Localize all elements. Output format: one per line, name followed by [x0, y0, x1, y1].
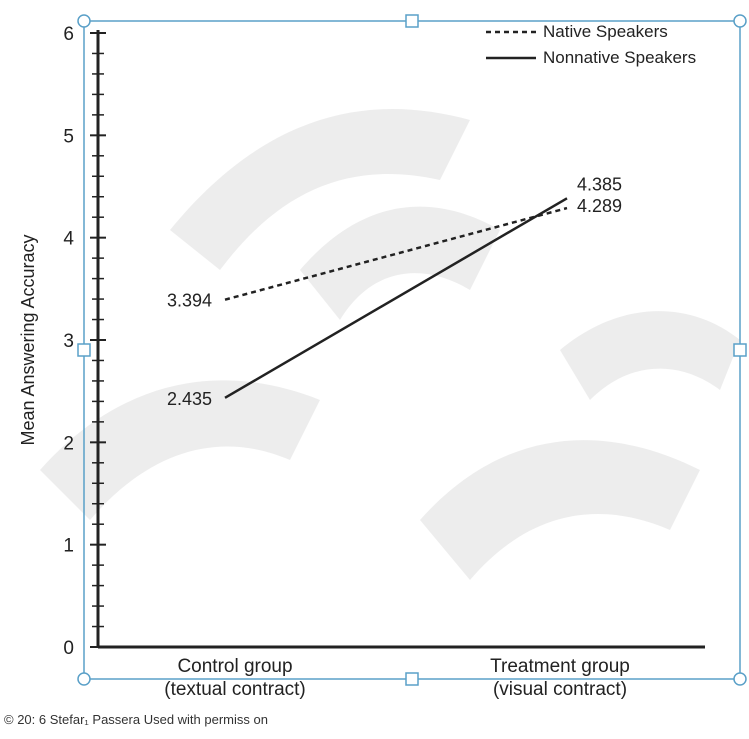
watermark-shape-1: [300, 206, 500, 320]
watermark-shape-3: [420, 440, 700, 580]
x-category-label: Control group: [177, 656, 292, 677]
frame-corner-handle: [733, 672, 747, 686]
frame-side-handle: [405, 672, 419, 686]
data-label-nonnative-treatment: 4.385: [577, 174, 622, 194]
axes: Mean Answering Accuracy Control group(tex…: [18, 30, 705, 700]
frame-side-handle: [77, 343, 91, 357]
series-group: [224, 197, 568, 399]
frame-side-handle: [405, 14, 419, 28]
y-axis-title: Mean Answering Accuracy: [18, 234, 38, 445]
y-tick-label: 1: [63, 536, 74, 557]
frame-corner-handle: [733, 14, 747, 28]
data-label-native-control: 3.394: [167, 291, 212, 311]
y-tick-label: 5: [63, 126, 74, 147]
watermark: [40, 109, 740, 580]
frame-corner-handle: [77, 14, 91, 28]
x-category-label: (visual contract): [493, 679, 627, 700]
selection-frame: [77, 14, 747, 686]
y-tick-label: 0: [63, 638, 74, 659]
x-category-label: Treatment group: [490, 656, 630, 677]
x-category-label: (textual contract): [164, 679, 306, 700]
watermark-shape-2: [40, 380, 320, 520]
y-tick-label: 2: [63, 433, 74, 454]
y-tick-label: 3: [63, 331, 74, 352]
watermark-shape-0: [170, 109, 470, 270]
legend: Native Speakers Nonnative Speakers: [486, 22, 696, 67]
frame-side-handle: [733, 343, 747, 357]
y-tick-label: 6: [63, 24, 74, 45]
y-tick-label: 4: [63, 229, 74, 250]
legend-label-native: Native Speakers: [543, 22, 668, 41]
nonnative-speakers-line: [224, 197, 568, 399]
frame-corner-handle: [77, 672, 91, 686]
copyright-text: © 20: 6 Stefar₁ Passera Used with permis…: [4, 712, 268, 727]
y-ticks: 0 1 2 3 4 5 6: [63, 24, 106, 659]
data-label-native-treatment: 4.289: [577, 196, 622, 216]
watermark-shape-4: [560, 311, 740, 400]
legend-label-nonnative: Nonnative Speakers: [543, 48, 696, 67]
data-label-nonnative-control: 2.435: [167, 389, 212, 409]
